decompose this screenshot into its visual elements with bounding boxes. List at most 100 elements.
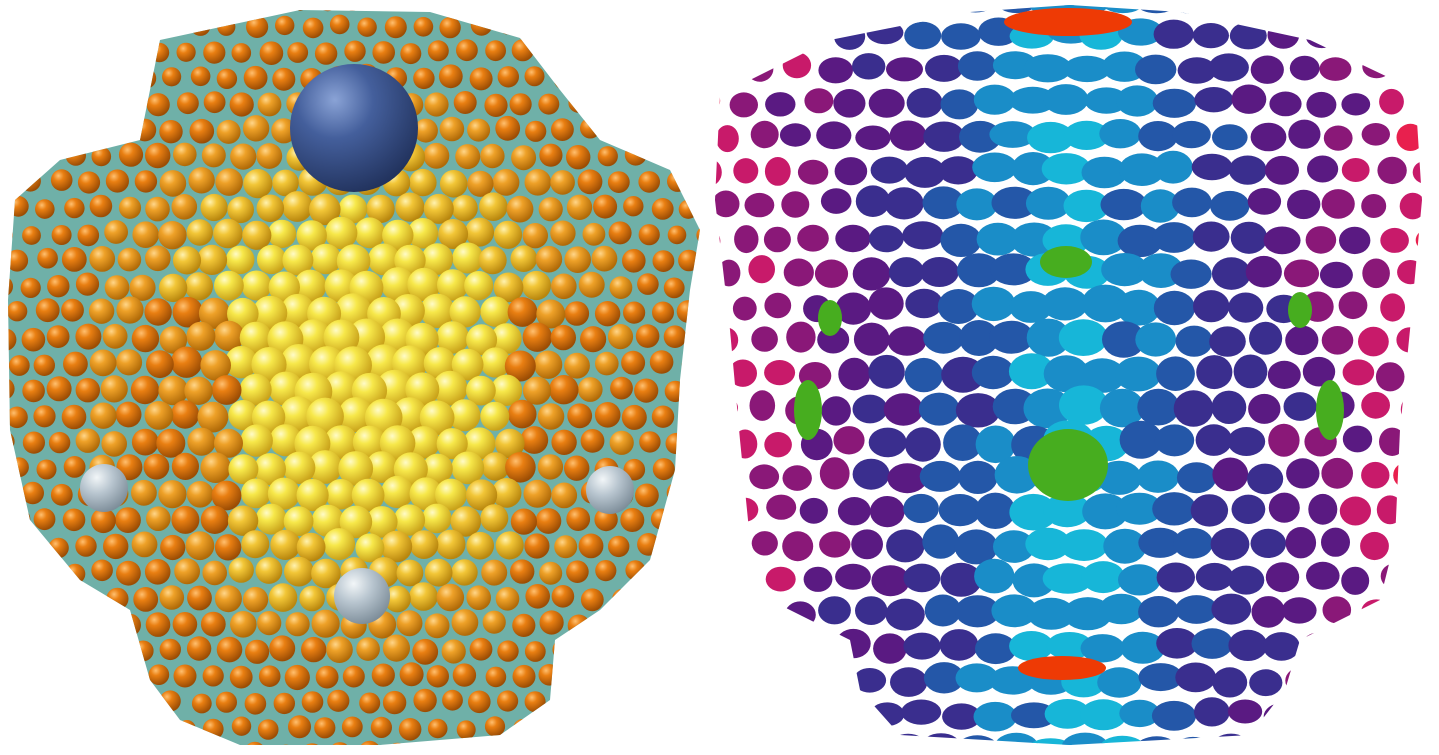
packed-sphere (48, 537, 69, 559)
packed-disk (1170, 259, 1212, 289)
packed-sphere (36, 94, 56, 114)
packed-disk (819, 457, 850, 490)
packed-sphere (115, 401, 142, 428)
packed-disk (1362, 258, 1390, 289)
packed-disk (1025, 527, 1071, 561)
packed-disk (783, 258, 814, 287)
packed-sphere (521, 270, 552, 301)
packed-disk (715, 463, 738, 491)
packed-disk (803, 566, 833, 592)
packed-sphere (366, 194, 395, 224)
packed-disk (1285, 667, 1318, 695)
packed-sphere (115, 349, 143, 376)
packed-sphere (234, 0, 252, 9)
packed-sphere (202, 665, 224, 687)
packed-sphere (569, 667, 590, 687)
packed-disk (1412, 161, 1422, 184)
packed-sphere (482, 610, 506, 634)
packed-sphere (384, 16, 407, 39)
packed-sphere (9, 508, 31, 530)
packed-sphere (158, 273, 188, 303)
packed-sphere (301, 636, 327, 663)
packed-sphere (680, 404, 700, 428)
packed-sphere (90, 402, 117, 429)
packed-disk (972, 152, 1018, 183)
packed-disk (1063, 189, 1110, 223)
packed-sphere (484, 716, 506, 737)
packed-disk (1211, 390, 1247, 424)
packed-sphere (241, 270, 272, 301)
packed-disk (1431, 464, 1439, 491)
packed-disk (1192, 22, 1229, 49)
packed-sphere (382, 634, 410, 662)
packed-disk (1435, 738, 1439, 755)
packed-sphere (583, 746, 600, 755)
packed-sphere (107, 67, 127, 88)
packed-disk (942, 703, 981, 730)
packed-sphere (651, 405, 675, 428)
packed-disk (1152, 222, 1196, 253)
packed-sphere (436, 428, 468, 460)
packed-sphere (399, 662, 424, 687)
packed-sphere (37, 563, 57, 583)
packed-disk (1097, 667, 1142, 698)
packed-sphere (407, 426, 440, 459)
packed-disk (1339, 226, 1371, 255)
packed-sphere (75, 323, 102, 350)
packed-sphere (551, 273, 577, 300)
packed-sphere (176, 42, 196, 62)
packed-disk (1174, 736, 1212, 745)
packed-sphere (541, 44, 561, 63)
packed-disk (1011, 702, 1057, 729)
packed-sphere (68, 0, 82, 6)
packed-disk (818, 596, 851, 625)
packed-disk (747, 602, 775, 628)
packed-disk (1283, 259, 1320, 288)
packed-sphere (202, 560, 227, 586)
packed-sphere (577, 169, 603, 195)
packed-sphere (311, 558, 341, 589)
packed-disk (748, 666, 778, 690)
packed-disk (1137, 388, 1180, 426)
packed-disk (1248, 393, 1281, 424)
packed-sphere (535, 508, 562, 534)
packed-sphere (424, 92, 449, 117)
packed-sphere (651, 717, 669, 735)
packed-disk (1287, 189, 1321, 220)
packed-disk (1210, 190, 1250, 221)
defect-disk (1288, 292, 1312, 328)
packed-disk (1136, 460, 1180, 493)
packed-sphere (413, 17, 434, 37)
packed-sphere (338, 194, 368, 224)
packed-disk (816, 121, 852, 150)
packed-sphere (595, 351, 619, 376)
packed-sphere (50, 120, 69, 138)
packed-disk (1267, 360, 1301, 389)
packed-disk (940, 223, 982, 257)
packed-sphere (215, 168, 243, 196)
packed-disk (1417, 290, 1422, 318)
packed-sphere (439, 16, 461, 39)
defect-sphere-layer (80, 64, 634, 624)
packed-disk (1081, 156, 1128, 189)
packed-disk (1394, 736, 1421, 745)
packed-disk (1393, 462, 1422, 489)
packed-sphere (370, 0, 392, 10)
packed-sphere (684, 0, 697, 6)
packed-disk (1210, 527, 1250, 561)
packed-disk (855, 125, 891, 151)
packed-disk (748, 255, 775, 284)
packed-disk (797, 159, 829, 185)
packed-sphere (75, 428, 101, 453)
packed-sphere (145, 612, 171, 637)
packed-sphere (593, 94, 615, 116)
packed-sphere (257, 719, 279, 740)
packed-disk (957, 253, 1001, 288)
packed-sphere (310, 243, 342, 275)
packed-disk (1084, 87, 1129, 114)
packed-sphere (566, 194, 593, 220)
packed-sphere (159, 170, 187, 197)
packed-disk (1172, 187, 1212, 218)
packed-sphere (19, 170, 41, 192)
packed-sphere (585, 692, 603, 710)
